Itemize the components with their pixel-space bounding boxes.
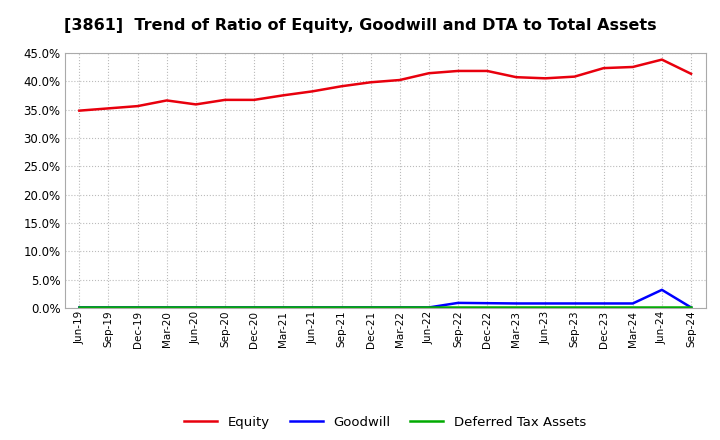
Goodwill [250,305,258,310]
Goodwill [163,305,171,310]
Goodwill [483,301,492,306]
Deferred Tax Assets [75,304,84,309]
Equity [163,98,171,103]
Equity [657,57,666,62]
Deferred Tax Assets [192,304,200,309]
Goodwill [366,305,375,310]
Equity [308,89,317,94]
Equity [250,97,258,103]
Equity [629,64,637,70]
Deferred Tax Assets [425,304,433,309]
Deferred Tax Assets [512,304,521,309]
Equity [541,76,550,81]
Line: Equity: Equity [79,59,691,110]
Goodwill [657,287,666,293]
Deferred Tax Assets [279,304,287,309]
Deferred Tax Assets [541,304,550,309]
Equity [104,106,113,111]
Goodwill [395,305,404,310]
Deferred Tax Assets [220,304,229,309]
Deferred Tax Assets [104,304,113,309]
Goodwill [104,305,113,310]
Goodwill [220,305,229,310]
Goodwill [512,301,521,306]
Equity [192,102,200,107]
Deferred Tax Assets [308,304,317,309]
Line: Goodwill: Goodwill [79,290,691,308]
Goodwill [629,301,637,306]
Legend: Equity, Goodwill, Deferred Tax Assets: Equity, Goodwill, Deferred Tax Assets [179,411,591,434]
Deferred Tax Assets [657,304,666,309]
Goodwill [337,305,346,310]
Goodwill [599,301,608,306]
Equity [512,74,521,80]
Equity [454,68,462,73]
Deferred Tax Assets [337,304,346,309]
Goodwill [570,301,579,306]
Text: [3861]  Trend of Ratio of Equity, Goodwill and DTA to Total Assets: [3861] Trend of Ratio of Equity, Goodwil… [63,18,657,33]
Goodwill [279,305,287,310]
Deferred Tax Assets [570,304,579,309]
Goodwill [192,305,200,310]
Goodwill [541,301,550,306]
Equity [483,68,492,73]
Equity [220,97,229,103]
Equity [75,108,84,113]
Goodwill [425,305,433,310]
Deferred Tax Assets [395,304,404,309]
Equity [395,77,404,83]
Equity [133,103,142,109]
Equity [425,70,433,76]
Deferred Tax Assets [454,304,462,309]
Goodwill [133,305,142,310]
Equity [366,80,375,85]
Equity [279,93,287,98]
Goodwill [308,305,317,310]
Goodwill [454,300,462,305]
Equity [570,74,579,79]
Equity [599,66,608,71]
Deferred Tax Assets [687,304,696,309]
Deferred Tax Assets [599,304,608,309]
Deferred Tax Assets [629,304,637,309]
Deferred Tax Assets [133,304,142,309]
Equity [687,71,696,77]
Equity [337,84,346,89]
Goodwill [687,305,696,310]
Deferred Tax Assets [366,304,375,309]
Goodwill [75,305,84,310]
Deferred Tax Assets [163,304,171,309]
Deferred Tax Assets [483,304,492,309]
Deferred Tax Assets [250,304,258,309]
